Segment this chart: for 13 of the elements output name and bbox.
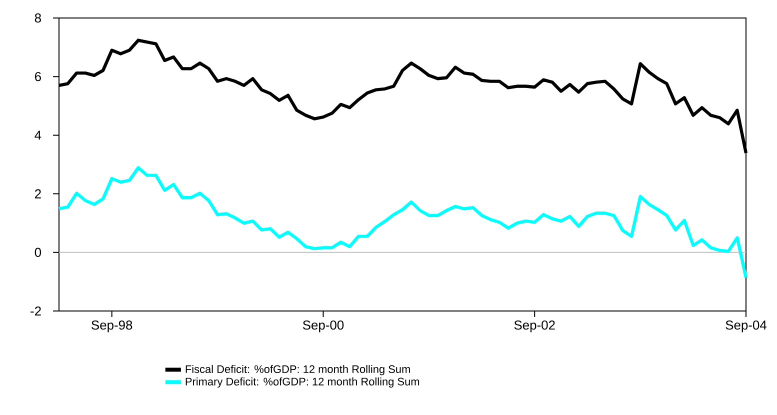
x-tick-label: Sep-00 xyxy=(302,320,344,332)
y-tick-label: -2 xyxy=(30,306,41,316)
line-series xyxy=(57,166,748,280)
legend-label: Fiscal Deficit: %ofGDP: 12 month Rolling Sum xyxy=(186,364,410,376)
y-tick-label: 0 xyxy=(34,248,42,257)
y-tick-label: 6 xyxy=(34,72,41,82)
y-tick-label: 8 xyxy=(34,13,41,23)
x-tick-label: Sep-02 xyxy=(514,320,555,332)
y-tick-label: 4 xyxy=(34,130,42,140)
x-tick-label: Sep-98 xyxy=(92,320,132,332)
y-tick-label: 2 xyxy=(34,189,41,198)
x-tick-label: Sep-04 xyxy=(726,320,766,332)
legend-label: Primary Deficit: %ofGDP: 12 month Rolling Sum xyxy=(186,377,420,388)
